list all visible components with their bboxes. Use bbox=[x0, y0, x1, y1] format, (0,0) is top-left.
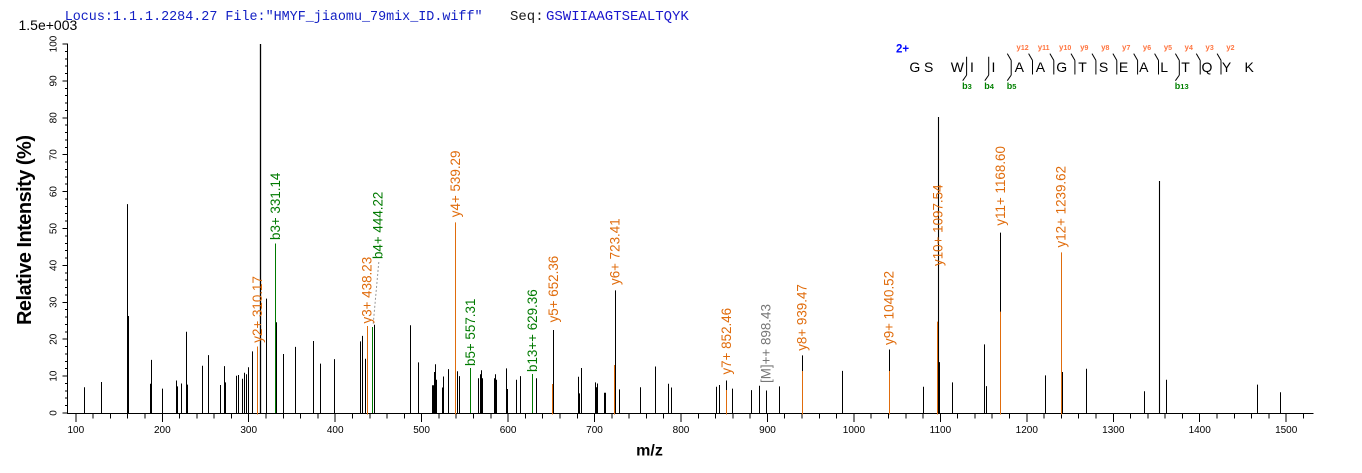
svg-text:10: 10 bbox=[49, 370, 60, 382]
svg-text:y12: y12 bbox=[1016, 43, 1028, 52]
svg-text:y11+ 1168.60: y11+ 1168.60 bbox=[993, 146, 1008, 226]
svg-text:b5+ 557.31: b5+ 557.31 bbox=[463, 299, 478, 366]
svg-text:L: L bbox=[1160, 59, 1168, 75]
svg-text:1100: 1100 bbox=[930, 425, 952, 436]
svg-text:W: W bbox=[951, 59, 965, 75]
svg-text:y6: y6 bbox=[1143, 43, 1151, 52]
svg-text:Relative Intensity (%): Relative Intensity (%) bbox=[14, 135, 36, 325]
svg-text:y5: y5 bbox=[1164, 43, 1172, 52]
svg-text:0: 0 bbox=[49, 410, 60, 416]
svg-text:b4+ 444.22: b4+ 444.22 bbox=[371, 192, 386, 259]
svg-text:y2: y2 bbox=[1226, 43, 1234, 52]
svg-text:1200: 1200 bbox=[1016, 425, 1039, 436]
svg-text:900: 900 bbox=[759, 425, 776, 436]
svg-text:y12+ 1239.62: y12+ 1239.62 bbox=[1054, 166, 1069, 248]
svg-text:70: 70 bbox=[49, 149, 60, 161]
svg-text:y9: y9 bbox=[1080, 43, 1088, 52]
svg-text:y9+ 1040.52: y9+ 1040.52 bbox=[882, 271, 897, 345]
svg-text:S: S bbox=[1099, 59, 1108, 75]
svg-text:Y: Y bbox=[1222, 59, 1232, 75]
svg-text:90: 90 bbox=[49, 75, 60, 87]
svg-text:y3: y3 bbox=[1205, 43, 1213, 52]
svg-text:A: A bbox=[1015, 59, 1025, 75]
svg-text:Locus:1.1.1.2284.27 File:"HMYF: Locus:1.1.1.2284.27 File:"HMYF_jiaomu_79… bbox=[65, 10, 483, 25]
svg-text:800: 800 bbox=[673, 425, 690, 436]
svg-text:G: G bbox=[1056, 59, 1067, 75]
svg-text:700: 700 bbox=[586, 425, 603, 436]
svg-text:1400: 1400 bbox=[1189, 425, 1212, 436]
svg-text:S: S bbox=[924, 59, 933, 75]
svg-text:T: T bbox=[1181, 59, 1190, 75]
svg-text:y7: y7 bbox=[1122, 43, 1130, 52]
svg-text:100: 100 bbox=[49, 35, 60, 52]
svg-text:100: 100 bbox=[67, 425, 84, 436]
svg-text:A: A bbox=[1139, 59, 1149, 75]
svg-text:GSWIIAAGTSEALTQYK: GSWIIAAGTSEALTQYK bbox=[546, 9, 689, 25]
svg-text:b3: b3 bbox=[962, 81, 972, 91]
svg-text:20: 20 bbox=[49, 333, 60, 345]
svg-text:m/z: m/z bbox=[636, 443, 663, 460]
svg-text:b13: b13 bbox=[1175, 81, 1189, 91]
svg-text:y10+ 1097.54: y10+ 1097.54 bbox=[931, 184, 946, 266]
svg-text:y2+ 310.17: y2+ 310.17 bbox=[250, 276, 265, 343]
svg-text:y8: y8 bbox=[1101, 43, 1109, 52]
svg-text:y6+ 723.41: y6+ 723.41 bbox=[608, 218, 623, 285]
svg-text:y10: y10 bbox=[1059, 43, 1071, 52]
svg-text:40: 40 bbox=[49, 259, 60, 271]
svg-text:y3+ 438.23: y3+ 438.23 bbox=[360, 257, 375, 324]
svg-text:I: I bbox=[992, 59, 996, 75]
svg-text:Q: Q bbox=[1201, 59, 1212, 75]
svg-text:b3+ 331.14: b3+ 331.14 bbox=[268, 172, 283, 240]
svg-text:500: 500 bbox=[413, 425, 430, 436]
svg-text:30: 30 bbox=[49, 296, 60, 308]
svg-text:60: 60 bbox=[49, 186, 60, 198]
svg-text:Seq:: Seq: bbox=[510, 9, 544, 25]
svg-text:y4+ 539.29: y4+ 539.29 bbox=[448, 151, 463, 218]
svg-text:y8+ 939.47: y8+ 939.47 bbox=[795, 284, 810, 351]
svg-text:y11: y11 bbox=[1038, 43, 1050, 52]
svg-text:1500: 1500 bbox=[1275, 425, 1298, 436]
svg-text:y7+ 852.46: y7+ 852.46 bbox=[719, 308, 734, 375]
svg-text:1000: 1000 bbox=[843, 425, 866, 436]
svg-text:200: 200 bbox=[154, 425, 171, 436]
svg-text:A: A bbox=[1036, 59, 1046, 75]
svg-text:400: 400 bbox=[327, 425, 344, 436]
svg-text:[M]++ 898.43: [M]++ 898.43 bbox=[759, 304, 774, 383]
svg-text:50: 50 bbox=[49, 223, 60, 235]
svg-text:E: E bbox=[1119, 59, 1128, 75]
svg-text:600: 600 bbox=[500, 425, 517, 436]
svg-text:T: T bbox=[1078, 59, 1087, 75]
svg-text:y5+ 652.36: y5+ 652.36 bbox=[546, 256, 561, 323]
svg-text:80: 80 bbox=[49, 112, 60, 124]
svg-text:b5: b5 bbox=[1007, 81, 1017, 91]
svg-text:300: 300 bbox=[240, 425, 257, 436]
svg-text:K: K bbox=[1245, 59, 1255, 75]
svg-text:I: I bbox=[970, 59, 974, 75]
svg-text:b4: b4 bbox=[984, 81, 995, 91]
svg-text:2+: 2+ bbox=[896, 44, 909, 56]
svg-text:b13++ 629.36: b13++ 629.36 bbox=[525, 289, 540, 372]
svg-text:1300: 1300 bbox=[1102, 425, 1125, 436]
svg-text:y4: y4 bbox=[1185, 43, 1193, 52]
svg-text:G: G bbox=[909, 59, 920, 75]
svg-text:1.5e+003: 1.5e+003 bbox=[19, 17, 78, 33]
